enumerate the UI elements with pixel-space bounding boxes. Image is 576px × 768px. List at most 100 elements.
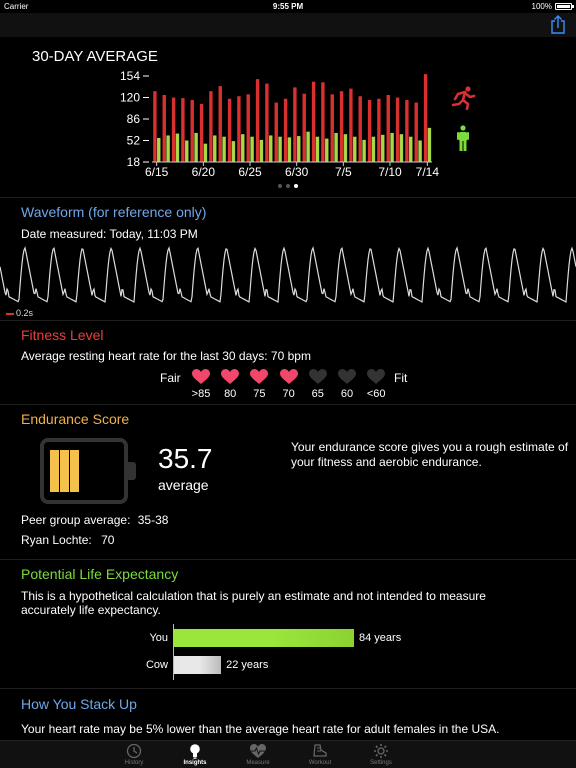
resting-rate-bar — [157, 137, 161, 162]
resting-rate-bar — [175, 133, 180, 162]
celebrity-label: Ryan Lochte: — [21, 533, 92, 547]
celebrity-value: 70 — [101, 533, 115, 547]
tab-label: Settings — [370, 760, 392, 766]
peer-group-value: 35-38 — [137, 513, 169, 527]
resting-rate-bar — [418, 140, 422, 162]
resting-rate-bar — [194, 132, 198, 162]
resting-rate-bar — [269, 135, 273, 162]
stack-up-description: Your heart rate may be 5% lower than the… — [21, 722, 500, 736]
active-rate-bar — [339, 91, 344, 162]
fitness-level-label: 70 — [282, 388, 295, 400]
resting-rate-bar — [222, 136, 226, 162]
x-tick-label: 7/5 — [335, 165, 352, 178]
tab-label: Workout — [308, 760, 332, 766]
active-rate-bar — [367, 100, 372, 162]
active-rate-bar — [153, 91, 157, 162]
divider — [0, 559, 576, 560]
heart-pulse-icon — [250, 744, 266, 758]
status-bar: Carrier 9:55 PM 100% — [0, 0, 576, 13]
resting-rate-bar — [371, 136, 376, 162]
y-tick-label: 18 — [127, 155, 141, 169]
x-tick-label: 7/14 — [416, 165, 440, 178]
clock: 9:55 PM — [272, 2, 304, 11]
active-rate-bar — [255, 79, 260, 162]
carrier-label: Carrier — [4, 2, 29, 11]
active-rate-bar — [358, 96, 362, 162]
y-tick-label: 86 — [127, 112, 141, 126]
shoe-icon — [313, 744, 327, 757]
active-rate-bar — [283, 98, 288, 162]
resting-rate-bar — [427, 127, 432, 162]
tab-history[interactable]: History — [104, 741, 164, 768]
battery-cell — [50, 450, 59, 492]
tab-label: Measure — [246, 760, 270, 766]
chart-title: 30-DAY AVERAGE — [32, 48, 158, 65]
life-bar-value: 22 years — [226, 659, 269, 671]
tab-workout[interactable]: Workout — [290, 741, 350, 768]
page-dot-active[interactable] — [294, 184, 298, 188]
heart-icon — [221, 369, 240, 384]
endurance-battery-icon — [40, 438, 128, 504]
active-rate-bar — [171, 97, 176, 162]
fitness-level-label: 80 — [224, 388, 237, 400]
active-rate-bar — [311, 81, 316, 162]
x-tick-label: 7/10 — [378, 165, 402, 178]
tab-settings[interactable]: Settings — [351, 741, 411, 768]
active-rate-bar — [386, 94, 390, 162]
stack-up-title: How You Stack Up — [21, 696, 137, 712]
battery-percent: 100% — [531, 2, 552, 11]
heart-icon — [338, 369, 356, 384]
active-rate-bar — [274, 102, 278, 162]
x-tick-label: 6/25 — [238, 165, 262, 178]
resting-rate-bar — [213, 135, 217, 162]
tab-bar: History Insights Measure Workout Settings — [0, 740, 576, 768]
endurance-score: 35.7 — [158, 443, 213, 474]
pulse-waveform — [0, 246, 576, 303]
celebrity-row: Ryan Lochte: 70 — [21, 533, 114, 547]
page-indicator[interactable] — [278, 184, 302, 190]
resting-rate-bar — [297, 136, 301, 162]
average-heart-rate-chart: 154 120 86 52 18 6/15 6/20 6/25 6/30 7/5 7/10 7/14 — [120, 69, 440, 178]
resting-rate-bar — [203, 143, 208, 162]
active-rate-bar — [423, 74, 428, 162]
resting-rate-bar — [259, 139, 264, 162]
resting-rate-bar — [278, 136, 282, 162]
active-rate-bar — [302, 93, 306, 162]
fitness-level-label: <60 — [366, 388, 386, 400]
share-icon[interactable] — [550, 15, 566, 34]
fitness-description: Average resting heart rate for the last … — [21, 349, 311, 363]
active-rate-bar — [377, 98, 381, 162]
resting-rate-bar — [287, 137, 292, 162]
heart-icon — [250, 369, 269, 384]
lightbulb-icon — [190, 744, 200, 759]
active-rate-bar — [293, 87, 297, 162]
active-rate-bar — [395, 97, 400, 162]
page-dot[interactable] — [286, 184, 290, 188]
resting-rate-bar — [409, 136, 413, 162]
resting-rate-bar — [306, 131, 310, 162]
heart-icon — [308, 369, 327, 384]
tab-measure[interactable]: Measure — [228, 741, 288, 768]
battery-icon — [555, 3, 574, 10]
peer-group-label: Peer group average: — [21, 513, 131, 527]
active-rate-bar — [162, 94, 166, 162]
resting-rate-bar — [231, 141, 236, 162]
standing-person-icon — [457, 125, 469, 151]
heart-icon — [279, 369, 298, 384]
tab-insights[interactable]: Insights — [165, 741, 225, 768]
life-expectancy-description: This is a hypothetical calculation that … — [21, 589, 486, 617]
heart-icon — [192, 369, 210, 384]
page-dot[interactable] — [278, 184, 282, 188]
y-tick-label: 52 — [127, 134, 141, 148]
active-rate-bar — [199, 103, 204, 162]
fitness-level-label: 75 — [253, 388, 266, 400]
endurance-description: Your endurance score gives you a rough e… — [291, 440, 569, 469]
fitness-high-label: Fit — [394, 371, 408, 385]
active-rate-bar — [265, 83, 269, 162]
resting-rate-bar — [334, 132, 338, 162]
active-rate-bar — [190, 100, 194, 162]
gear-icon — [374, 744, 388, 758]
life-bar — [174, 656, 222, 674]
endurance-battery-tip — [128, 462, 136, 480]
active-rate-bar — [330, 94, 334, 162]
